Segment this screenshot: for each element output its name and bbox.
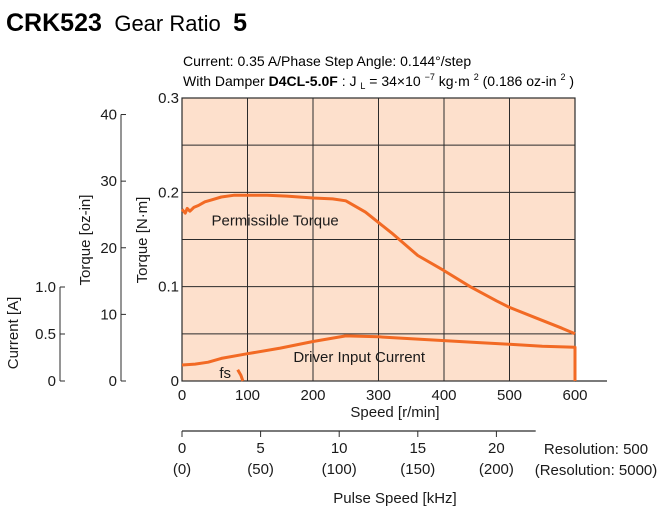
x-tick-label-5: 500 xyxy=(497,387,522,404)
x-axis-label: Speed [r/min] xyxy=(350,404,439,421)
pulse-tick-label-hi-2: (100) xyxy=(322,461,357,478)
conditions-j: : J xyxy=(342,73,357,89)
conditions-line-2: With Damper D4CL-5.0F : J L = 34×10 −7 k… xyxy=(183,67,574,92)
pulse-tick-label-2: 10 xyxy=(331,440,348,457)
y-axis-label-ozin: Torque [oz-in] xyxy=(77,195,94,286)
pulse-tick-label-hi-1: (50) xyxy=(247,461,274,478)
pulse-tick-label-4: 20 xyxy=(488,440,505,457)
pulse-tick-label-3: 15 xyxy=(409,440,426,457)
x-tick-label-3: 300 xyxy=(366,387,391,404)
current-tick-label-2: 1.0 xyxy=(35,279,56,296)
current-axis-label: Current [A] xyxy=(5,297,22,370)
tick-layer: 0 100 200 300 400 500 60000.10.20.301020304000… xyxy=(35,90,587,404)
y-ozin-tick-label-4: 40 xyxy=(100,107,117,124)
current-tick-label-1: 0.5 xyxy=(35,326,56,343)
annotation-fs: fs xyxy=(219,365,231,382)
annotation-driver-input-current: Driver Input Current xyxy=(293,349,426,366)
conditions-eq: = 34×10 xyxy=(369,73,421,89)
ratio-value: 5 xyxy=(233,9,247,37)
y-ozin-tick-label-0: 0 xyxy=(109,373,117,390)
resolution-5000-label: (Resolution: 5000) xyxy=(535,462,658,479)
y-nm-tick-label-1: 0.1 xyxy=(158,279,179,296)
conditions-j-sub: L xyxy=(360,81,365,91)
series-permissible-torque xyxy=(180,193,576,336)
y-ozin-tick-label-2: 20 xyxy=(100,240,117,257)
conditions-exp-3: 2 xyxy=(560,72,565,82)
y-nm-tick-label-2: 0.2 xyxy=(158,184,179,201)
conditions-line-1: Current: 0.35 A/Phase Step Angle: 0.144°… xyxy=(183,53,471,69)
x-tick-label-0: 0 xyxy=(178,387,186,404)
series-layer xyxy=(180,193,577,382)
y-ozin-tick-label-1: 10 xyxy=(100,306,117,323)
series-fs-marker xyxy=(236,368,245,382)
y-ozin-tick-label-3: 30 xyxy=(100,173,117,190)
model-name: CRK523 xyxy=(6,9,102,37)
pulse-tick-label-0: 0 xyxy=(178,440,186,457)
series-driver-input-current xyxy=(181,334,577,381)
pulse-tick-label-hi-0: (0) xyxy=(173,461,191,478)
pulse-tick-label-hi-3: (150) xyxy=(400,461,435,478)
conditions-exp-1: −7 xyxy=(425,72,435,82)
conditions-oz: (0.186 oz-in xyxy=(483,73,557,89)
conditions-prefix: With Damper xyxy=(183,73,269,89)
y-nm-tick-label-3: 0.3 xyxy=(158,90,179,107)
x-tick-label-1: 100 xyxy=(235,387,260,404)
current-tick-label-0: 0 xyxy=(48,373,56,390)
plot-frame xyxy=(181,97,576,382)
x-tick-label-4: 400 xyxy=(431,387,456,404)
pulse-tick-label-hi-4: (200) xyxy=(479,461,514,478)
ratio-label: Gear Ratio xyxy=(114,11,220,36)
grid xyxy=(181,97,607,382)
x-tick-label-2: 200 xyxy=(300,387,325,404)
conditions-unit: kg·m xyxy=(439,73,470,89)
conditions-close: ) xyxy=(569,73,574,89)
pulse-speed-label: Pulse Speed [kHz] xyxy=(333,490,456,507)
resolution-500-label: Resolution: 500 xyxy=(544,441,648,458)
annotation-permissible-torque: Permissible Torque xyxy=(211,212,338,229)
conditions-exp-2: 2 xyxy=(474,72,479,82)
pulse-tick-label-1: 5 xyxy=(256,440,264,457)
x-tick-label-6: 600 xyxy=(562,387,587,404)
damper-model: D4CL-5.0F xyxy=(269,73,339,89)
y-axis-label-nm: Torque [N·m] xyxy=(134,197,151,284)
y-nm-tick-label-0: 0 xyxy=(171,373,179,390)
pulse-speed-axis: 0 (0) 5 (50) 10 (100) 15 (150) 20 (200) xyxy=(173,430,536,478)
chart-title: CRK523 Gear Ratio 5 xyxy=(6,9,247,37)
